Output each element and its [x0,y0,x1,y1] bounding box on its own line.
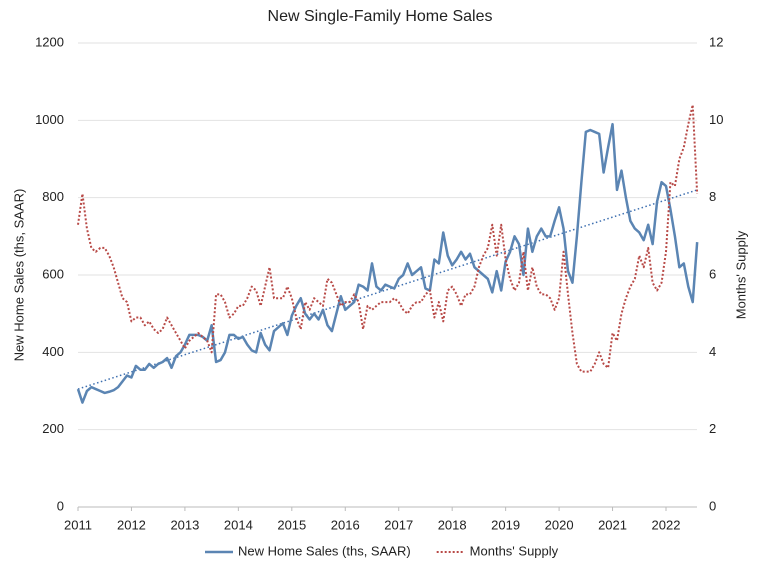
y2-tick-label: 12 [709,34,723,49]
x-tick-label: 2021 [598,517,627,532]
trendline [77,189,698,390]
x-tick-label: 2022 [652,517,681,532]
y2-tick-label: 6 [709,266,716,281]
y-tick-label: 0 [57,498,64,513]
y2-axis-label: Months' Supply [733,230,748,319]
y-tick-label: 1000 [35,112,64,127]
series-line [77,103,699,373]
x-tick-label: 2015 [277,517,306,532]
x-tick-label: 2018 [438,517,467,532]
x-tick-label: 2012 [117,517,146,532]
x-tick-label: 2013 [170,517,199,532]
y2-tick-label: 10 [709,112,723,127]
y2-tick-label: 0 [709,498,716,513]
x-tick-label: 2020 [545,517,574,532]
legend-label: Months' Supply [470,543,559,558]
x-tick-label: 2014 [224,517,253,532]
y-axis-label: New Home Sales (ths, SAAR) [11,189,26,362]
x-tick-label: 2011 [64,517,92,532]
y-tick-label: 200 [42,421,64,436]
y-tick-label: 1200 [35,34,64,49]
y-tick-label: 800 [42,189,64,204]
y-tick-label: 400 [42,344,64,359]
y2-tick-label: 2 [709,421,716,436]
series-line [76,122,699,404]
y2-tick-label: 4 [709,344,716,359]
x-tick-label: 2019 [491,517,520,532]
x-tick-label: 2017 [384,517,413,532]
legend-label: New Home Sales (ths, SAAR) [238,543,411,558]
y2-tick-label: 8 [709,189,716,204]
chart-title: New Single-Family Home Sales [268,8,493,25]
x-tick-label: 2016 [331,517,360,532]
y-tick-label: 600 [42,266,64,281]
